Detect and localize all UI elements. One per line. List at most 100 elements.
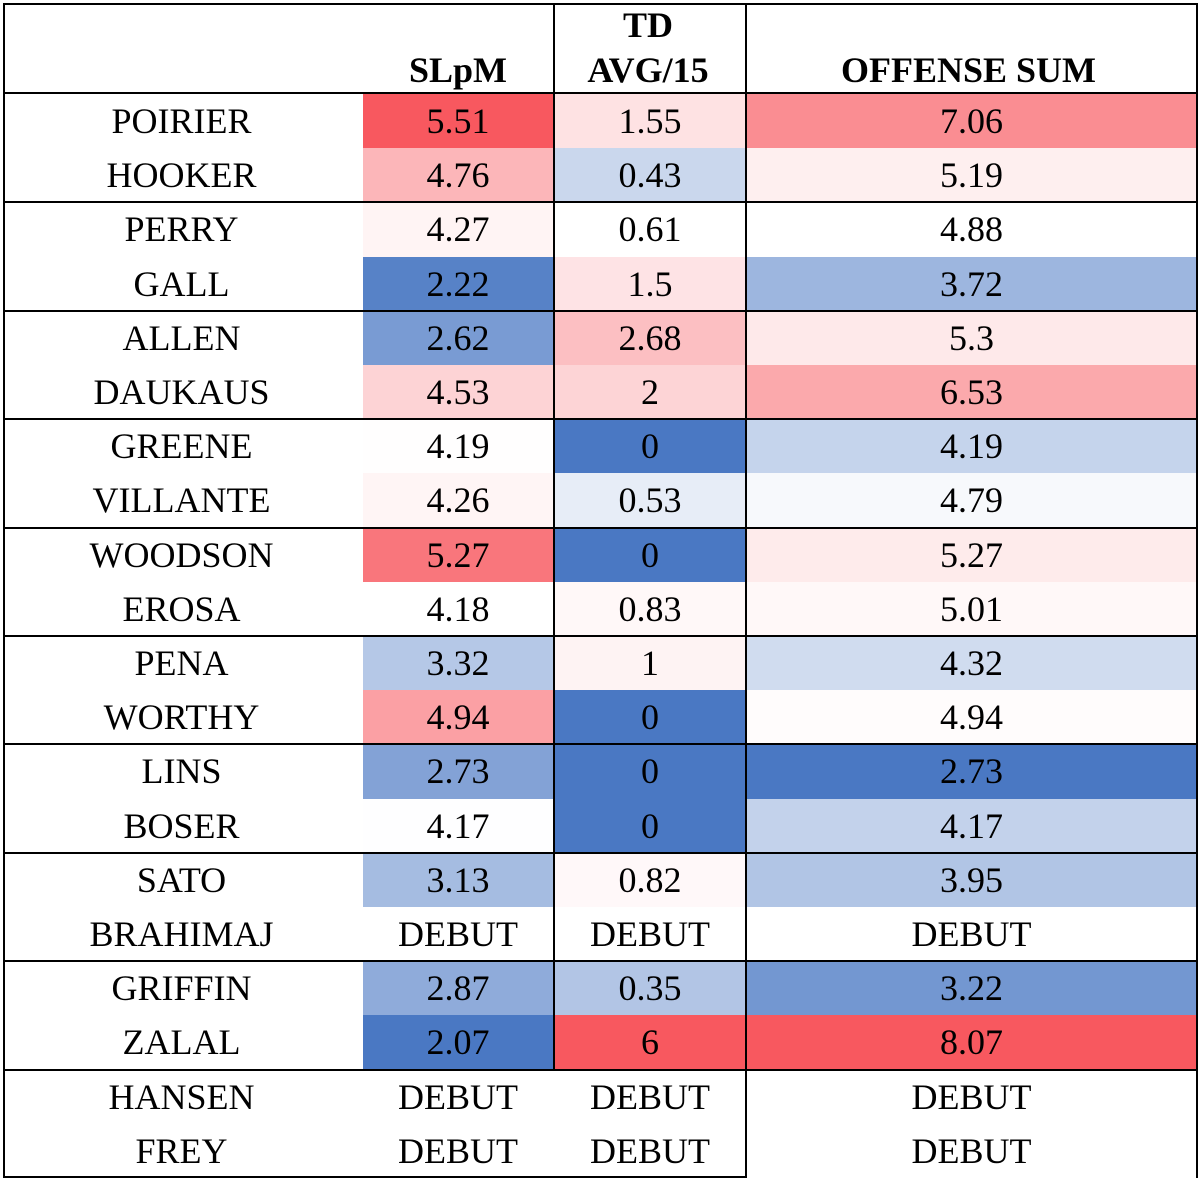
td-cell-perry: 0.61 xyxy=(555,202,745,257)
td-cell-boser: 0 xyxy=(555,798,745,853)
group-divider xyxy=(3,418,1196,421)
sum-cell-poirier: 7.06 xyxy=(747,94,1196,149)
td-cell-villante: 0.53 xyxy=(555,473,745,528)
fighter-name-hooker: HOOKER xyxy=(106,155,257,196)
sum-cell-zalal: 8.07 xyxy=(747,1015,1196,1070)
fighter-name-daukaus: DAUKAUS xyxy=(93,372,270,413)
sum-cell-lins: 2.73 xyxy=(747,744,1196,799)
sum-cell-greene: 4.19 xyxy=(747,419,1196,474)
slpm-cell-frey: DEBUT xyxy=(398,1130,518,1171)
fighter-name-villante: VILLANTE xyxy=(92,480,271,521)
slpm-cell-zalal: 2.07 xyxy=(363,1015,553,1070)
td-cell-hansen: DEBUT xyxy=(590,1076,710,1117)
fighter-name-allen: ALLEN xyxy=(122,317,241,358)
fighter-name-erosa: EROSA xyxy=(122,588,241,629)
group-divider xyxy=(3,309,1196,312)
td-cell-worthy: 0 xyxy=(555,690,745,745)
slpm-cell-woodson: 5.27 xyxy=(363,527,553,582)
fighter-name-perry: PERRY xyxy=(124,209,239,250)
fighter-name-sato: SATO xyxy=(136,859,227,900)
td-cell-erosa: 0.83 xyxy=(555,581,745,636)
sum-cell-griffin: 3.22 xyxy=(747,961,1196,1016)
sum-cell-woodson: 5.27 xyxy=(747,527,1196,582)
td-cell-allen: 2.68 xyxy=(555,310,745,365)
slpm-cell-brahimaj: DEBUT xyxy=(398,914,518,955)
header-td-line1: TD xyxy=(622,5,673,45)
td-cell-lins: 0 xyxy=(555,744,745,799)
fighter-name-poirier: POIRIER xyxy=(111,101,252,142)
slpm-cell-lins: 2.73 xyxy=(363,744,553,799)
fighter-name-hansen: HANSEN xyxy=(108,1076,255,1117)
td-cell-sato: 0.82 xyxy=(555,852,745,907)
td-cell-frey: DEBUT xyxy=(590,1130,710,1171)
sum-cell-erosa: 5.01 xyxy=(747,581,1196,636)
slpm-cell-sato: 3.13 xyxy=(363,852,553,907)
sum-cell-sato: 3.95 xyxy=(747,852,1196,907)
slpm-cell-erosa: 4.18 xyxy=(363,581,553,636)
td-cell-griffin: 0.35 xyxy=(555,961,745,1016)
border-right-bottom xyxy=(1196,1069,1198,1178)
header-td-line2: AVG/15 xyxy=(587,50,709,90)
sum-cell-daukaus: 6.53 xyxy=(747,365,1196,420)
slpm-cell-boser: 4.17 xyxy=(363,798,553,853)
group-divider xyxy=(3,743,1196,746)
fighter-name-gall: GALL xyxy=(133,263,230,304)
border-top xyxy=(3,3,1196,5)
slpm-cell-daukaus: 4.53 xyxy=(363,365,553,420)
fighter-name-woodson: WOODSON xyxy=(89,534,274,575)
slpm-cell-hooker: 4.76 xyxy=(363,148,553,203)
slpm-cell-perry: 4.27 xyxy=(363,202,553,257)
sum-cell-hooker: 5.19 xyxy=(747,148,1196,203)
td-cell-hooker: 0.43 xyxy=(555,148,745,203)
slpm-cell-griffin: 2.87 xyxy=(363,961,553,1016)
sum-cell-worthy: 4.94 xyxy=(747,690,1196,745)
td-cell-poirier: 1.55 xyxy=(555,94,745,149)
sum-cell-perry: 4.88 xyxy=(747,202,1196,257)
fighter-name-brahimaj: BRAHIMAJ xyxy=(89,914,274,955)
sum-cell-hansen: DEBUT xyxy=(911,1076,1032,1117)
fighter-name-zalal: ZALAL xyxy=(122,1022,241,1063)
slpm-cell-worthy: 4.94 xyxy=(363,690,553,745)
header-offense-sum: OFFENSE SUM xyxy=(840,50,1097,90)
td-cell-woodson: 0 xyxy=(555,527,745,582)
slpm-cell-pena: 3.32 xyxy=(363,636,553,691)
slpm-cell-villante: 4.26 xyxy=(363,473,553,528)
col-divider-slpm xyxy=(553,3,555,1070)
td-cell-gall: 1.5 xyxy=(555,256,745,311)
td-cell-brahimaj: DEBUT xyxy=(590,914,710,955)
sum-cell-brahimaj: DEBUT xyxy=(911,914,1032,955)
header-divider xyxy=(3,92,1196,94)
sum-cell-boser: 4.17 xyxy=(747,798,1196,853)
sum-cell-villante: 4.79 xyxy=(747,473,1196,528)
slpm-cell-allen: 2.62 xyxy=(363,310,553,365)
fighter-name-pena: PENA xyxy=(134,643,229,684)
group-divider xyxy=(3,635,1196,637)
td-cell-greene: 0 xyxy=(555,419,745,474)
col-divider-name xyxy=(362,94,364,1178)
fighter-name-griffin: GRIFFIN xyxy=(111,968,252,1009)
fighter-name-worthy: WORTHY xyxy=(103,697,260,738)
group-divider xyxy=(3,201,1196,204)
group-divider xyxy=(3,960,1196,963)
slpm-cell-hansen: DEBUT xyxy=(398,1076,518,1117)
fighter-name-boser: BOSER xyxy=(123,805,240,846)
sum-cell-gall: 3.72 xyxy=(747,256,1196,311)
fighter-name-greene: GREENE xyxy=(110,426,253,467)
slpm-cell-gall: 2.22 xyxy=(363,256,553,311)
group-divider xyxy=(3,851,1196,854)
sum-cell-allen: 5.3 xyxy=(747,310,1196,365)
fighter-name-frey: FREY xyxy=(135,1130,228,1171)
td-cell-zalal: 6 xyxy=(555,1015,745,1070)
col-divider-td xyxy=(745,3,747,1178)
slpm-cell-poirier: 5.51 xyxy=(363,94,553,149)
slpm-cell-greene: 4.19 xyxy=(363,419,553,474)
sum-cell-frey: DEBUT xyxy=(911,1130,1032,1171)
border-left xyxy=(3,3,5,1178)
group-divider xyxy=(3,526,1196,529)
td-cell-daukaus: 2 xyxy=(555,365,745,420)
border-right xyxy=(1196,3,1198,1070)
td-cell-pena: 1 xyxy=(555,636,745,691)
group-divider xyxy=(3,1068,1196,1071)
fighter-name-lins: LINS xyxy=(141,751,222,792)
